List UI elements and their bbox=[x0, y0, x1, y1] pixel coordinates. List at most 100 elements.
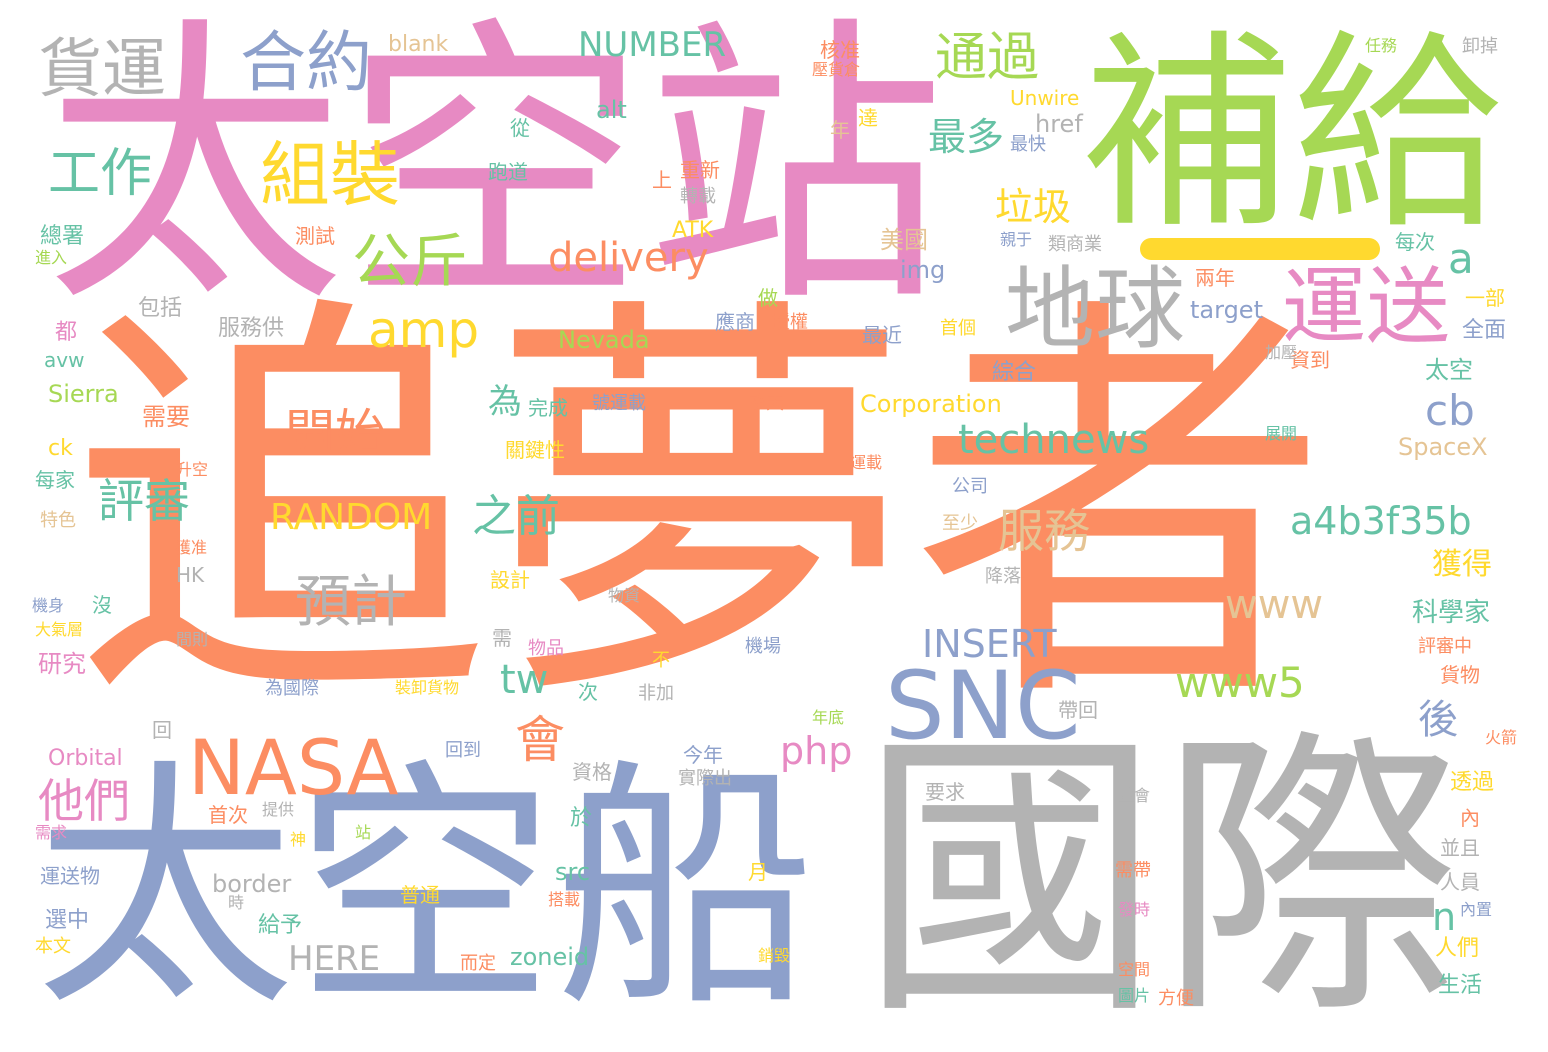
word: technews bbox=[958, 417, 1150, 463]
word: 需要 bbox=[142, 403, 190, 431]
word: 選中 bbox=[45, 908, 90, 933]
word: target bbox=[1190, 296, 1263, 324]
word: 國際 bbox=[860, 705, 1460, 1052]
word: 於 bbox=[570, 806, 593, 831]
word: Nevada bbox=[558, 326, 650, 354]
word: 首個 bbox=[940, 318, 976, 339]
word: 開始 bbox=[285, 404, 385, 462]
word: 太空站 bbox=[45, 0, 945, 342]
word: 需求 bbox=[35, 823, 68, 842]
word: 貨運 bbox=[38, 33, 166, 107]
word: Orbital bbox=[48, 746, 123, 771]
word: 非加 bbox=[638, 683, 674, 704]
word: ck bbox=[48, 436, 73, 461]
word: 應商 bbox=[715, 310, 755, 334]
word: 類商業 bbox=[1048, 234, 1102, 255]
word: 方便 bbox=[1158, 988, 1194, 1009]
word: 首次 bbox=[208, 803, 248, 827]
word: 空間 bbox=[1118, 960, 1151, 979]
word: 回 bbox=[152, 718, 172, 742]
word: 研究 bbox=[38, 650, 86, 678]
word: 站 bbox=[355, 823, 372, 842]
word: 搭載 bbox=[548, 890, 581, 909]
word: avw bbox=[44, 348, 85, 372]
word: 年底 bbox=[812, 708, 845, 727]
word: tw bbox=[500, 657, 549, 703]
word: 他們 bbox=[38, 774, 130, 828]
word: 獲得 bbox=[1432, 547, 1492, 582]
word: 不 bbox=[652, 650, 670, 671]
word: 號運載 bbox=[592, 393, 646, 414]
word: 全面 bbox=[1462, 318, 1507, 343]
word: 關鍵性 bbox=[505, 438, 565, 462]
word: 轉載 bbox=[680, 186, 716, 207]
word: src bbox=[555, 858, 591, 886]
word: 任務 bbox=[1365, 36, 1398, 55]
word: 公斤 bbox=[352, 227, 469, 295]
word: 授權 bbox=[772, 312, 808, 333]
word: 回到 bbox=[445, 740, 481, 761]
word: 壓貨倉 bbox=[812, 60, 861, 79]
word: cb bbox=[1425, 386, 1475, 435]
word: n bbox=[1432, 895, 1457, 939]
word: 設計 bbox=[490, 568, 530, 592]
word: 年 bbox=[830, 118, 850, 142]
word: 機身 bbox=[32, 596, 65, 615]
word: 美國 bbox=[880, 226, 928, 254]
word: 服務 bbox=[998, 504, 1090, 558]
word: 太空船 bbox=[35, 739, 815, 1041]
word: 太空 bbox=[1425, 356, 1473, 384]
word: 核准 bbox=[820, 38, 860, 62]
word: 沒 bbox=[92, 593, 112, 617]
word: NASA bbox=[188, 723, 399, 812]
word: 間則 bbox=[176, 630, 209, 649]
word: 服務供 bbox=[218, 316, 285, 341]
word: 資到 bbox=[1290, 348, 1330, 372]
word: 並會 bbox=[1118, 786, 1151, 805]
word: img bbox=[900, 256, 946, 284]
word: 每次 bbox=[1395, 230, 1435, 254]
word: 進入 bbox=[35, 248, 68, 267]
word: HERE bbox=[288, 939, 381, 979]
word: 生活 bbox=[1438, 973, 1483, 998]
word: 組裝 bbox=[260, 134, 400, 216]
word: 從 bbox=[510, 116, 530, 140]
word: 貨物 bbox=[1440, 663, 1480, 687]
word: 每家 bbox=[35, 468, 75, 492]
word: 之前 bbox=[472, 491, 560, 542]
word: 資格 bbox=[572, 760, 612, 784]
word: 擎天 bbox=[748, 393, 784, 414]
word: 做 bbox=[758, 286, 778, 310]
word: INSERT bbox=[922, 622, 1057, 666]
word: Sierra bbox=[48, 380, 119, 408]
word: zoneid bbox=[510, 943, 590, 971]
word: a4b3f35b bbox=[1290, 499, 1472, 543]
word: 物資 bbox=[608, 586, 641, 605]
word: 展開 bbox=[1265, 424, 1298, 443]
word: 今年 bbox=[683, 743, 723, 767]
word: 機場 bbox=[745, 636, 781, 657]
word: 都 bbox=[55, 320, 78, 345]
word: 內 bbox=[1460, 806, 1480, 830]
word: 提供 bbox=[262, 800, 295, 819]
word: 合約 bbox=[240, 24, 372, 101]
word: 運送 bbox=[1282, 258, 1451, 356]
word: alt bbox=[596, 96, 627, 124]
word: border bbox=[212, 870, 292, 898]
word: 獲准 bbox=[175, 538, 208, 557]
highlight-bar bbox=[1140, 238, 1380, 260]
word: SpaceX bbox=[1398, 433, 1488, 461]
word: 並且 bbox=[1440, 836, 1480, 860]
word: NUMBER bbox=[578, 25, 727, 65]
word: a bbox=[1448, 234, 1474, 283]
word: 加壓 bbox=[1265, 343, 1298, 362]
word: 大氣層 bbox=[35, 620, 84, 639]
word: 物品 bbox=[528, 638, 564, 659]
word: 實際出 bbox=[678, 768, 732, 789]
word: 垃圾 bbox=[995, 185, 1072, 229]
word: 上 bbox=[652, 168, 672, 192]
word: HK bbox=[176, 563, 205, 587]
word: 給予 bbox=[258, 913, 303, 938]
word: 一部 bbox=[1465, 286, 1505, 310]
word: 完成 bbox=[528, 396, 568, 420]
